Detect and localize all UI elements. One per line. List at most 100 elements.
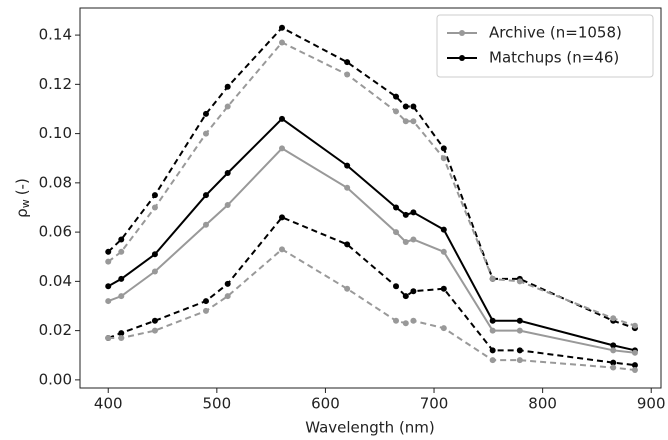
data-point bbox=[489, 317, 496, 324]
data-point bbox=[278, 39, 285, 46]
series-line bbox=[107, 216, 636, 367]
data-point bbox=[278, 24, 285, 31]
data-point bbox=[410, 103, 417, 110]
data-point bbox=[224, 83, 231, 90]
data-point bbox=[151, 327, 158, 334]
data-point bbox=[344, 241, 351, 248]
data-point bbox=[202, 130, 209, 137]
legend-label: Archive (n=1058) bbox=[489, 24, 622, 42]
x-tick-label: 500 bbox=[203, 395, 232, 413]
data-point bbox=[489, 327, 496, 334]
data-point bbox=[118, 248, 125, 255]
data-point bbox=[410, 236, 417, 243]
y-tick-label: 0.04 bbox=[39, 272, 72, 290]
data-point bbox=[516, 327, 523, 334]
data-point bbox=[489, 347, 496, 354]
data-point bbox=[393, 229, 400, 236]
data-point bbox=[202, 192, 209, 199]
x-axis-label: Wavelength (nm) bbox=[305, 419, 435, 437]
series-line bbox=[107, 26, 636, 330]
x-tick-label: 400 bbox=[94, 395, 123, 413]
y-label-unit: (-) bbox=[13, 178, 31, 195]
data-point bbox=[402, 320, 409, 327]
data-point bbox=[105, 248, 112, 255]
data-point bbox=[118, 236, 125, 243]
data-point bbox=[278, 214, 285, 221]
data-point bbox=[224, 202, 231, 209]
data-point bbox=[402, 211, 409, 218]
data-point bbox=[344, 285, 351, 292]
data-point bbox=[118, 330, 125, 337]
data-point bbox=[151, 192, 158, 199]
plot-frame bbox=[79, 7, 662, 389]
data-point bbox=[631, 322, 638, 329]
y-tick-label: 0.12 bbox=[39, 75, 72, 93]
x-tick-label: 900 bbox=[637, 395, 666, 413]
data-point bbox=[118, 275, 125, 282]
data-point bbox=[631, 367, 638, 374]
data-point bbox=[118, 335, 125, 342]
data-point bbox=[440, 226, 447, 233]
data-point bbox=[516, 347, 523, 354]
data-point bbox=[224, 280, 231, 287]
data-point bbox=[402, 118, 409, 125]
data-point bbox=[410, 118, 417, 125]
data-point bbox=[393, 204, 400, 211]
data-point bbox=[410, 317, 417, 324]
data-point bbox=[410, 209, 417, 216]
data-point bbox=[393, 283, 400, 290]
data-point bbox=[610, 364, 617, 371]
data-point bbox=[224, 103, 231, 110]
data-point bbox=[151, 268, 158, 275]
data-point bbox=[118, 293, 125, 300]
legend: Archive (n=1058) Matchups (n=46) bbox=[436, 14, 654, 78]
data-point bbox=[402, 238, 409, 245]
data-point bbox=[202, 307, 209, 314]
legend-label: Matchups (n=46) bbox=[489, 49, 619, 67]
data-point bbox=[516, 357, 523, 364]
data-point bbox=[410, 288, 417, 295]
x-tick-label: 700 bbox=[420, 395, 449, 413]
data-point bbox=[105, 335, 112, 342]
data-point bbox=[393, 108, 400, 115]
data-point bbox=[610, 342, 617, 349]
y-tick-label: 0.08 bbox=[39, 173, 72, 191]
y-tick-label: 0.14 bbox=[39, 26, 72, 44]
data-point bbox=[610, 347, 617, 354]
y-label-subscript: w bbox=[19, 199, 32, 208]
data-point bbox=[440, 325, 447, 332]
data-point bbox=[151, 204, 158, 211]
data-point bbox=[105, 298, 112, 305]
data-point bbox=[344, 59, 351, 66]
data-point bbox=[105, 283, 112, 290]
data-point bbox=[516, 278, 523, 285]
x-tick-label: 600 bbox=[311, 395, 340, 413]
data-point bbox=[489, 275, 496, 282]
data-point bbox=[224, 293, 231, 300]
y-tick-label: 0.02 bbox=[39, 321, 72, 339]
data-point bbox=[610, 315, 617, 322]
data-point bbox=[631, 349, 638, 356]
data-point bbox=[440, 145, 447, 152]
data-point bbox=[393, 93, 400, 100]
data-point bbox=[440, 285, 447, 292]
legend-marker bbox=[459, 55, 465, 61]
y-tick-label: 0.00 bbox=[39, 370, 72, 388]
data-point bbox=[402, 103, 409, 110]
data-point bbox=[202, 110, 209, 117]
y-axis-label: ρw (-) bbox=[13, 178, 33, 218]
data-point bbox=[393, 317, 400, 324]
data-point bbox=[224, 170, 231, 177]
legend-marker bbox=[459, 30, 465, 36]
data-point bbox=[489, 357, 496, 364]
data-point bbox=[278, 115, 285, 122]
series-line bbox=[107, 147, 636, 354]
data-point bbox=[151, 251, 158, 258]
data-point bbox=[202, 221, 209, 228]
data-point bbox=[440, 155, 447, 162]
legend-box bbox=[436, 14, 654, 78]
y-label-symbol: ρ bbox=[13, 208, 31, 218]
data-point bbox=[151, 317, 158, 324]
series-line bbox=[108, 248, 636, 372]
